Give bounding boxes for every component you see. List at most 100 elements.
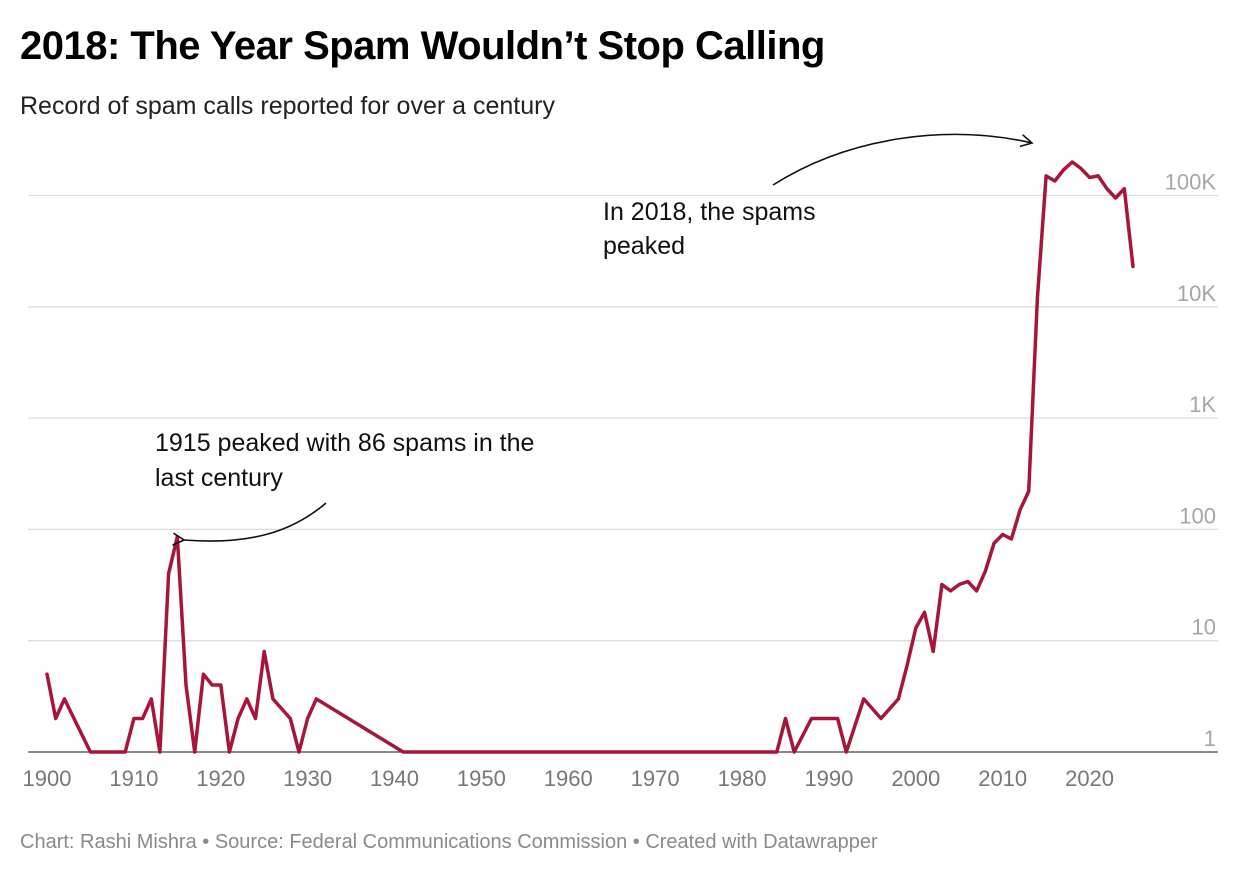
chart-title: 2018: The Year Spam Wouldn’t Stop Callin…	[20, 24, 825, 68]
data-point	[1131, 265, 1135, 268]
annotation-2018: In 2018, the spams peaked	[603, 133, 1034, 260]
x-tick-label: 1930	[283, 766, 332, 791]
svg-text:In 2018, the spams: In 2018, the spams	[603, 198, 816, 226]
data-point	[1027, 489, 1031, 493]
data-point	[184, 683, 188, 687]
annotation-text-2018-line1: In 2018, the spams	[603, 198, 816, 226]
data-point	[862, 697, 866, 701]
data-point	[896, 697, 900, 701]
data-point	[175, 535, 179, 539]
y-tick-label: 10K	[1177, 281, 1216, 306]
data-point	[193, 750, 197, 754]
data-point	[167, 572, 171, 576]
svg-text:1915 peaked with 86 spams in t: 1915 peaked with 86 spams in the	[155, 429, 534, 457]
x-tick-label: 1970	[631, 766, 680, 791]
data-point	[314, 697, 318, 701]
data-point	[254, 717, 257, 720]
chart-footer: Chart: Rashi Mishra • Source: Federal Co…	[20, 831, 878, 853]
x-tick-label: 1990	[804, 766, 853, 791]
data-point	[306, 717, 310, 720]
y-axis-tick-labels: 1 10 100 1K 10K 100K	[1165, 170, 1217, 752]
data-point	[836, 717, 840, 720]
data-point	[983, 569, 987, 573]
data-point	[141, 717, 145, 720]
data-point	[1035, 296, 1039, 300]
data-point	[1044, 174, 1048, 178]
data-point	[262, 650, 266, 653]
data-point	[975, 589, 979, 593]
data-point	[401, 750, 405, 754]
data-point	[1018, 508, 1022, 512]
data-point	[844, 750, 848, 754]
data-point	[1062, 168, 1065, 172]
annotation-text-1915-line1: 1915 peaked with 86 spams in the	[155, 429, 534, 457]
y-tick-label: 10	[1192, 615, 1216, 640]
data-point	[1122, 187, 1126, 191]
data-point	[236, 717, 240, 720]
x-tick-label: 1950	[457, 766, 506, 791]
data-point	[1001, 533, 1005, 536]
y-tick-label: 100K	[1165, 170, 1217, 195]
data-point	[1088, 176, 1092, 179]
x-tick-label: 1940	[370, 766, 419, 791]
data-point	[1070, 160, 1074, 164]
x-tick-label: 1910	[109, 766, 158, 791]
data-point	[879, 717, 883, 720]
data-point	[123, 750, 127, 754]
annotation-text-1915-line2: last century	[155, 464, 283, 492]
annotation-arrow-2018	[772, 133, 1034, 186]
y-tick-label: 1K	[1189, 392, 1216, 417]
data-point	[54, 717, 58, 720]
x-tick-label: 2020	[1065, 766, 1114, 791]
data-point	[245, 697, 249, 701]
data-point	[45, 672, 49, 676]
x-tick-label: 1900	[23, 766, 72, 791]
data-points	[45, 160, 1135, 754]
chart-subtitle: Record of spam calls reported for over a…	[20, 92, 555, 120]
data-point	[88, 750, 92, 754]
x-tick-label: 1920	[196, 766, 245, 791]
data-point	[1105, 187, 1109, 191]
annotation-arrow-1915	[184, 502, 327, 541]
data-point	[1053, 179, 1057, 183]
data-point	[219, 683, 223, 687]
x-tick-label: 2010	[978, 766, 1027, 791]
data-point	[914, 626, 918, 630]
x-tick-label: 2000	[891, 766, 940, 791]
data-point	[792, 750, 796, 754]
data-point	[949, 589, 953, 593]
data-point	[227, 750, 231, 754]
data-point	[810, 717, 813, 720]
y-tick-label: 1	[1204, 726, 1216, 751]
data-point	[210, 683, 214, 687]
data-point	[158, 750, 162, 754]
data-point	[966, 580, 970, 583]
data-point	[62, 697, 66, 701]
data-point	[905, 663, 909, 667]
data-point	[288, 717, 292, 720]
data-point	[931, 650, 935, 653]
data-point	[1096, 174, 1100, 178]
data-point	[940, 583, 944, 586]
x-tick-label: 1980	[718, 766, 767, 791]
data-point	[271, 697, 275, 701]
data-point	[1009, 537, 1013, 541]
data-point	[923, 610, 926, 614]
data-point	[957, 583, 961, 586]
data-point	[775, 750, 779, 754]
data-point	[1079, 166, 1083, 170]
annotation-1915: 1915 peaked with 86 spams in the last ce…	[155, 429, 534, 541]
spam-calls-line	[45, 160, 1135, 754]
data-point	[1114, 196, 1118, 200]
data-point	[297, 750, 301, 754]
y-tick-label: 100	[1179, 503, 1216, 528]
annotation-text-2018-line2: peaked	[603, 232, 685, 260]
data-point	[992, 541, 996, 545]
x-axis-tick-labels: 1900 1910 1920 1930 1940 1950 1960 1970 1980 1990…	[23, 766, 1115, 791]
data-point	[132, 717, 136, 720]
data-point	[149, 697, 153, 701]
svg-text:peaked: peaked	[603, 232, 685, 260]
x-tick-label: 1960	[544, 766, 593, 791]
svg-text:last century: last century	[155, 464, 283, 492]
